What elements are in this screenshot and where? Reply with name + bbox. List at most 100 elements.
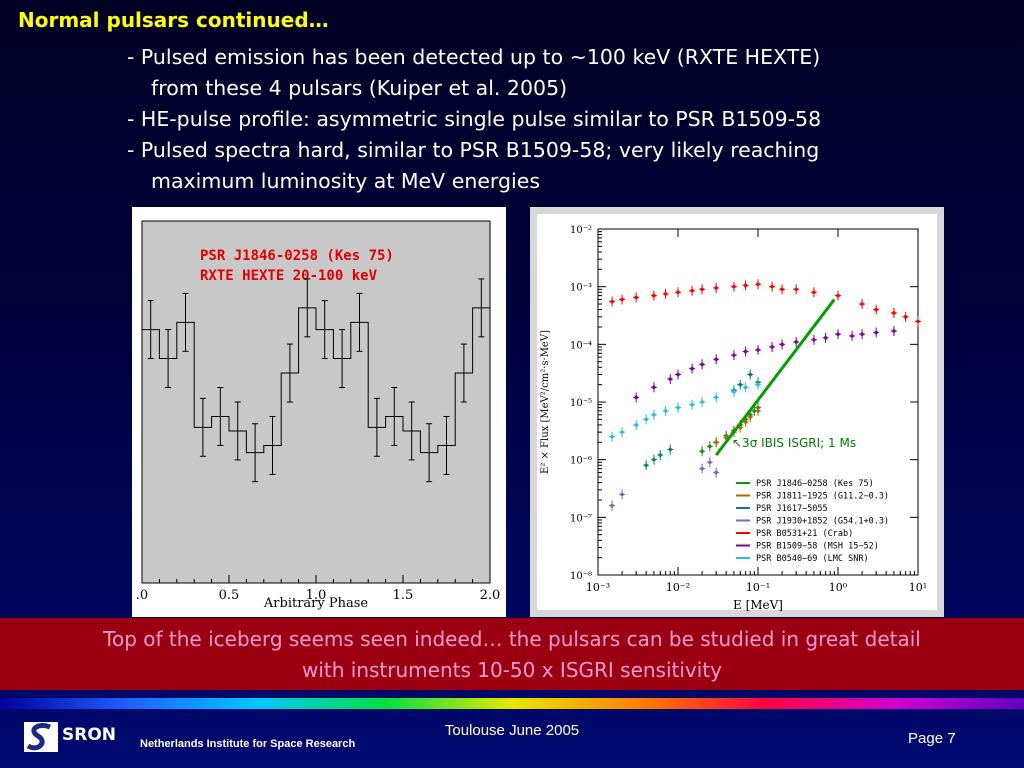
sensitivity-line (714, 298, 836, 457)
x-tick-label: 10⁻¹ (746, 581, 770, 594)
logo-s-stroke (26, 722, 51, 751)
x-tick-label: 10¹ (909, 581, 927, 594)
data-point (748, 372, 753, 377)
data-point (860, 332, 864, 336)
y-tick-label: 10⁻² (570, 225, 592, 236)
y-axis-label: E² × Flux [MeV²/cm²·s·MeV] (540, 330, 551, 474)
bullet-2: - HE-pulse profile: asymmetric single pu… (127, 107, 822, 131)
data-point (892, 329, 896, 333)
x-tick-label: 10⁰ (829, 581, 848, 594)
data-point (836, 293, 840, 298)
data-point (634, 423, 638, 427)
y-tick-label: 10⁻³ (570, 283, 592, 294)
data-point (676, 290, 680, 295)
data-point (620, 297, 624, 302)
x-tick-label: 10⁻² (666, 581, 690, 594)
x-axis-label: E [MeV] (733, 598, 783, 612)
data-point (620, 430, 624, 434)
rainbow-divider (0, 698, 1024, 709)
data-point (663, 409, 668, 413)
data-point (732, 284, 736, 289)
data-point (708, 460, 712, 465)
data-point (743, 385, 748, 390)
bullet-3-cont: maximum luminosity at MeV energies (151, 169, 540, 193)
data-point (794, 340, 798, 344)
data-point (756, 382, 760, 387)
data-point (780, 287, 784, 292)
logo-text: SRON (62, 725, 116, 745)
y-tick-label: 10⁻⁴ (570, 340, 592, 351)
data-point (700, 287, 704, 292)
data-point (743, 283, 748, 288)
data-point (752, 409, 757, 413)
bullet-1: - Pulsed emission has been detected up t… (127, 45, 821, 69)
data-point (756, 282, 760, 287)
data-point (644, 417, 648, 422)
data-point (756, 409, 760, 413)
legend-label: PSR B0540−69 (LMC SNR) (756, 554, 869, 564)
data-point (714, 357, 718, 362)
y-tick-label: 10⁻⁵ (570, 398, 592, 409)
sron-logo: SRON (24, 718, 128, 758)
data-point (634, 295, 638, 300)
data-point (836, 332, 840, 336)
x-tick-label: 1.5 (393, 588, 414, 603)
data-point (770, 345, 774, 349)
data-point (823, 335, 828, 340)
data-point (738, 382, 743, 387)
legend-label: PSR J1846−0258 (Kes 75) (756, 479, 874, 489)
spectra-panel: E [MeV] E² × Flux [MeV²/cm²·s·MeV] 10⁻³ 1… (530, 207, 944, 617)
banner-line-2: with instruments 10-50 x ISGRI sensitivi… (301, 658, 723, 682)
bullet-list: - Pulsed emission has been detected up t… (127, 42, 987, 197)
slide-title: Normal pulsars continued… (18, 8, 329, 32)
data-point (756, 348, 760, 352)
data-point (892, 311, 896, 315)
data-point (700, 449, 704, 454)
chart-title: PSR J1846-0258 (Kes 75) (200, 248, 394, 264)
data-point (812, 290, 816, 295)
data-point (770, 284, 774, 289)
data-point (860, 302, 864, 306)
spectra-chart: E [MeV] E² × Flux [MeV²/cm²·s·MeV] 10⁻³ 1… (530, 207, 944, 617)
data-point (610, 299, 614, 304)
x-tick-label: 10⁻³ (586, 581, 610, 594)
legend-label: PSR B1509−58 (MSH 15−52) (756, 542, 879, 552)
data-point (610, 503, 614, 508)
legend-label: PSR B0531+21 (Crab) (756, 529, 853, 539)
data-point (668, 447, 673, 452)
data-point (850, 334, 854, 338)
data-point (668, 377, 673, 381)
data-point (690, 402, 694, 407)
data-point (676, 372, 680, 377)
x-tick-label: 2.0 (480, 588, 501, 603)
data-point (708, 444, 712, 449)
plot-area (141, 220, 491, 584)
x-axis-label: Arbitrary Phase (263, 596, 369, 611)
data-point (903, 315, 908, 319)
legend-label: PSR J1811−1925 (G11.2−0.3) (756, 492, 889, 502)
data-point (690, 366, 694, 371)
footer-venue: Toulouse June 2005 (444, 722, 580, 739)
bullet-3: - Pulsed spectra hard, similar to PSR B1… (127, 138, 820, 162)
data-point (644, 463, 648, 468)
data-point (732, 390, 736, 394)
data-point (780, 342, 784, 347)
data-point (812, 337, 816, 342)
sensitivity-annotation: ↖3σ IBIS ISGRI; 1 Ms (732, 436, 856, 450)
legend-label: PSR J1617−5055 (756, 504, 828, 514)
pulse-profile-chart: PSR J1846-0258 (Kes 75) RXTE HEXTE 20-10… (136, 220, 501, 611)
data-point (794, 287, 798, 292)
data-point (714, 470, 718, 475)
data-point (732, 353, 736, 357)
data-point (743, 349, 748, 354)
x-tick-label: 0.5 (219, 588, 240, 603)
data-point (700, 400, 704, 404)
data-point (652, 412, 656, 417)
data-point (676, 405, 680, 410)
data-point (874, 330, 878, 335)
legend-label: PSR J1930+1852 (G54.1+0.3) (756, 517, 889, 527)
y-tick-label: 10⁻⁸ (570, 571, 592, 582)
y-tick-label: 10⁻⁶ (570, 456, 592, 467)
page-number: Page 7 (908, 730, 956, 747)
data-point (700, 362, 704, 367)
